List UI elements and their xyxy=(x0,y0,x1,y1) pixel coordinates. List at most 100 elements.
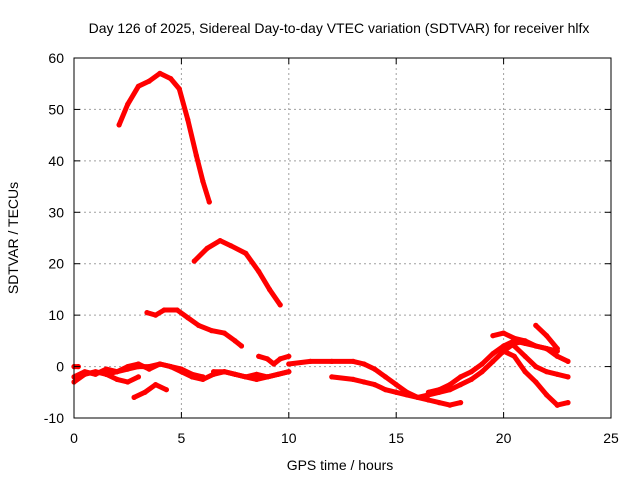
data-point xyxy=(458,382,464,388)
data-point xyxy=(554,346,560,352)
data-point xyxy=(256,353,262,359)
data-point xyxy=(533,343,539,349)
data-point xyxy=(544,369,550,375)
data-point xyxy=(447,387,453,393)
data-point xyxy=(501,348,507,354)
x-tick-label: 0 xyxy=(70,430,78,446)
plot-frame xyxy=(73,57,612,419)
data-point xyxy=(544,392,550,398)
data-point xyxy=(372,382,378,388)
chart-title: Day 126 of 2025, Sidereal Day-to-day VTE… xyxy=(89,20,590,36)
data-point xyxy=(168,364,174,370)
x-tick-label: 5 xyxy=(178,430,186,446)
data-point xyxy=(458,400,464,406)
data-point xyxy=(146,364,152,370)
data-point xyxy=(458,374,464,380)
data-point xyxy=(522,353,528,359)
series-arc-l xyxy=(511,343,571,380)
data-point xyxy=(286,353,292,359)
series-arc-d xyxy=(131,382,169,400)
data-point xyxy=(200,374,206,380)
data-point xyxy=(372,366,378,372)
data-point xyxy=(114,376,120,382)
data-point xyxy=(221,330,227,336)
data-point xyxy=(479,369,485,375)
series-arc-high xyxy=(116,70,212,205)
data-point xyxy=(200,178,206,184)
series-arc-c xyxy=(103,371,141,385)
data-point xyxy=(382,387,389,393)
data-point xyxy=(142,389,148,395)
data-point xyxy=(511,343,517,349)
data-point xyxy=(447,402,453,408)
data-point xyxy=(286,361,292,367)
y-tick-label: 20 xyxy=(48,256,64,272)
data-point xyxy=(204,245,210,251)
data-point xyxy=(116,122,122,128)
data-point xyxy=(554,353,560,359)
data-point xyxy=(436,400,442,406)
data-point xyxy=(238,343,245,349)
data-point xyxy=(168,76,174,82)
data-point xyxy=(522,338,528,344)
data-point xyxy=(103,371,109,377)
data-point xyxy=(286,369,292,375)
data-point xyxy=(189,371,195,377)
data-point xyxy=(511,353,517,359)
data-point xyxy=(157,361,163,367)
data-point xyxy=(178,366,184,372)
data-point xyxy=(329,374,335,380)
data-point xyxy=(125,366,131,372)
data-point xyxy=(361,379,367,385)
data-point xyxy=(185,117,191,123)
data-point xyxy=(185,315,191,321)
data-point xyxy=(544,346,550,352)
data-point xyxy=(163,387,169,393)
data-point xyxy=(208,328,215,334)
data-point xyxy=(191,258,197,264)
data-point xyxy=(533,322,539,328)
data-point xyxy=(254,371,260,377)
data-point xyxy=(92,371,99,377)
data-point xyxy=(103,366,109,372)
data-point xyxy=(329,358,335,364)
data-point xyxy=(404,392,410,398)
data-point xyxy=(522,369,528,375)
tick-layer: 0 5 10 15 20 25 -10 0 10 20 30 40 50 60 xyxy=(44,50,619,446)
data-point xyxy=(264,356,270,362)
data-point xyxy=(490,333,496,339)
data-point xyxy=(490,358,496,364)
y-tick-label: 10 xyxy=(48,307,64,323)
data-point xyxy=(447,382,453,388)
data-point xyxy=(565,400,571,406)
data-point xyxy=(206,199,212,205)
series-arc-low xyxy=(144,307,244,349)
data-point xyxy=(153,312,159,318)
data-point xyxy=(144,310,150,316)
data-point xyxy=(256,268,262,274)
data-point xyxy=(554,402,560,408)
data-point xyxy=(174,307,180,313)
data-point xyxy=(468,369,474,375)
data-point xyxy=(125,101,131,107)
x-tick-label: 20 xyxy=(496,430,512,446)
data-point xyxy=(243,374,249,380)
data-point xyxy=(277,302,283,308)
data-point xyxy=(114,369,120,375)
data-point xyxy=(193,153,199,159)
data-point xyxy=(161,307,167,313)
data-point xyxy=(243,250,249,256)
data-point xyxy=(131,394,137,400)
y-tick-label: 60 xyxy=(48,50,64,66)
data-point xyxy=(277,356,283,362)
data-point xyxy=(232,338,238,344)
data-point xyxy=(196,322,202,328)
data-point xyxy=(135,83,141,89)
data-point xyxy=(468,376,474,382)
data-point xyxy=(501,330,507,336)
y-tick-label: -10 xyxy=(44,410,64,426)
data-point xyxy=(425,397,431,403)
data-point xyxy=(157,70,163,76)
data-point xyxy=(544,333,550,339)
